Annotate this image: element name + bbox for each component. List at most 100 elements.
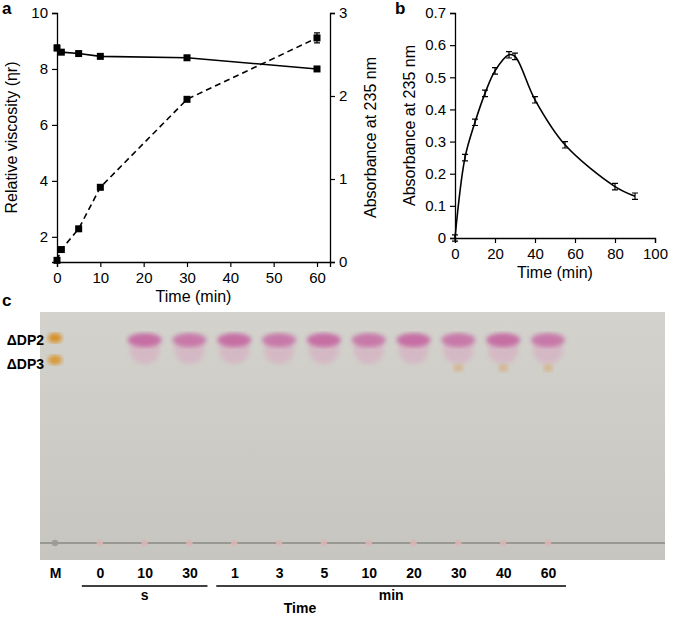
marker [97, 184, 104, 191]
product-band [397, 333, 431, 347]
lane-label: 10 [137, 565, 153, 581]
tick-label: 4 [40, 172, 48, 189]
origin-spot [455, 540, 461, 546]
tick-label: 0.2 [425, 165, 446, 182]
tick: 0 [330, 253, 347, 270]
marker [75, 50, 82, 57]
product-band [486, 333, 520, 347]
group-label: min [379, 587, 404, 603]
error-bar [506, 52, 512, 58]
tick: 10 [361, 565, 377, 581]
series-line [455, 55, 635, 238]
tick-mark [274, 262, 275, 267]
tick-label: 3 [339, 4, 347, 21]
tick: 20 [487, 238, 504, 262]
lane-label: 3 [276, 565, 284, 581]
tick-mark [450, 174, 455, 175]
y2-axis-line [331, 14, 336, 263]
panel-c: ΔDP2ΔDP3M010301351020304060sminTimec [2, 291, 665, 616]
panel-label: c [2, 291, 11, 310]
tick-label: 30 [179, 269, 196, 286]
lane-label: 40 [496, 565, 512, 581]
tick: 30 [182, 565, 198, 581]
y-axis-line [450, 14, 456, 239]
tick: 40 [527, 238, 544, 262]
lane-axis: M010301351020304060 [50, 565, 557, 581]
tick: 1 [330, 170, 347, 187]
marker [184, 54, 191, 61]
tick-mark [450, 77, 455, 78]
error-bar [562, 142, 568, 148]
tick-mark [230, 262, 231, 267]
tick: 0.3 [425, 133, 455, 150]
y-axis-title: Absorbance at 235 nm [401, 45, 418, 206]
marker [314, 65, 321, 72]
tick-label: 0 [53, 269, 61, 286]
tick-mark [330, 13, 335, 14]
tick: 0 [53, 262, 61, 286]
x-axis-line [456, 239, 656, 244]
tick-mark [450, 206, 455, 207]
tick-label: 10 [31, 4, 48, 21]
lane-label: M [50, 565, 62, 581]
figure: 01020304050602468100123aTime (min)Relati… [0, 0, 685, 618]
tick-label: 2 [40, 228, 48, 245]
tick-mark [52, 69, 57, 70]
marker [75, 225, 82, 232]
tick-mark [450, 109, 455, 110]
tick: 8 [40, 60, 57, 77]
tick-label: 20 [487, 245, 504, 262]
origin-spot [545, 540, 551, 546]
panel-a: 01020304050602468100123aTime (min)Relati… [2, 0, 379, 305]
tick-label: 0.7 [425, 4, 446, 21]
marker-spot [48, 355, 62, 365]
plot-area [54, 33, 321, 264]
origin-line [40, 542, 665, 544]
y2-axis: 0 1 2 3 [330, 4, 347, 270]
tick-mark [100, 262, 101, 267]
x-axis-line [58, 263, 331, 268]
marker [97, 53, 104, 60]
group-label: s [141, 587, 149, 603]
tick: 40 [496, 565, 512, 581]
product-band [307, 333, 341, 347]
tick: 20 [136, 262, 153, 286]
marker-spot [48, 333, 62, 343]
marker [184, 96, 191, 103]
lane-label: 10 [361, 565, 377, 581]
tick: 2 [330, 87, 347, 104]
tick-label: 60 [309, 269, 326, 286]
tick: 60 [309, 262, 326, 286]
lane-label: 30 [182, 565, 198, 581]
error-bar [482, 90, 488, 96]
tick-mark [52, 181, 57, 182]
tick: M [50, 565, 62, 581]
tick-label: 40 [527, 245, 544, 262]
tick: 5 [321, 565, 329, 581]
tick-label: 0.4 [425, 101, 446, 118]
error-bar [512, 53, 518, 59]
tick: 6 [40, 116, 57, 133]
lane-label: 1 [231, 565, 239, 581]
lane-label: 20 [406, 565, 422, 581]
tick-mark [495, 238, 496, 243]
origin-spot [500, 540, 506, 546]
tick-label: 0.5 [425, 69, 446, 86]
tick: 40 [222, 262, 239, 286]
tick-mark [187, 262, 188, 267]
tick-mark [144, 262, 145, 267]
panel-label: b [395, 0, 405, 18]
tick: 0 [438, 229, 455, 246]
lane-label: 30 [451, 565, 467, 581]
tick-mark [330, 262, 335, 263]
tick: 3 [330, 4, 347, 21]
tick: 20 [406, 565, 422, 581]
product-band [352, 333, 386, 347]
error-bar [472, 119, 478, 125]
tick-mark [450, 45, 455, 46]
tick: 2 [40, 228, 57, 245]
tick-label: 0 [438, 229, 446, 246]
product-band [262, 333, 296, 347]
error-bar [532, 97, 538, 103]
tick-mark [52, 13, 57, 14]
